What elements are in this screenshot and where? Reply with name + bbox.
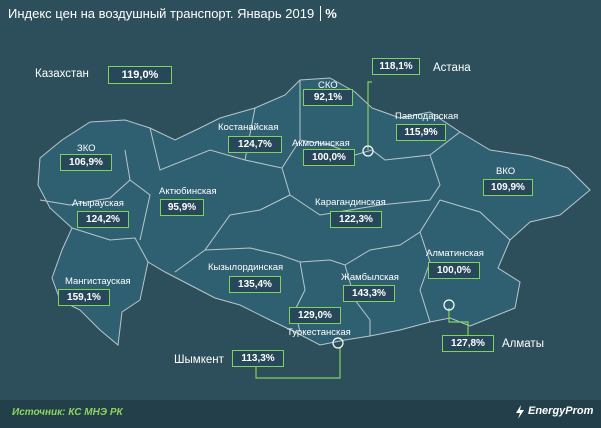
region-value-pavlodar: 115,9%: [396, 124, 446, 141]
city-value-almaty: 127,8%: [442, 335, 494, 352]
shymkent-marker: [332, 337, 344, 349]
region-name-vko: ВКО: [496, 166, 516, 177]
city-name-astana: Астана: [433, 62, 471, 74]
region-name-kyzylorda: Кызылординская: [208, 262, 284, 273]
region-name-karaganda: Карагандинская: [315, 197, 386, 208]
city-value-astana: 118,1%: [372, 58, 420, 75]
region-name-zhambyl: Жамбылская: [341, 272, 399, 283]
region-name-zko: ЗКО: [77, 143, 96, 154]
region-value-turkestan: 129,0%: [289, 307, 341, 324]
region-name-atyrau: Атырауская: [72, 198, 124, 209]
footer-bar: [0, 400, 601, 428]
region-value-vko: 109,9%: [483, 179, 533, 196]
city-name-shymkent: Шымкент: [174, 354, 224, 366]
region-name-aktobe: Актюбинская: [159, 186, 217, 197]
region-value-zko: 106,9%: [60, 154, 112, 171]
region-name-akmola: Акмолинская: [292, 138, 350, 149]
almaty-marker: [443, 299, 455, 311]
shymkent-connector: [255, 348, 341, 379]
region-name-sko: СКО: [318, 80, 338, 91]
region-name-mangistau: Мангистауская: [65, 276, 131, 287]
chart-title: Индекс цен на воздушный транспорт. Январ…: [8, 6, 337, 21]
energyprom-logo-icon: [516, 405, 524, 419]
astana-marker: [362, 145, 374, 157]
astana-connector: [367, 81, 372, 150]
region-name-kostanay: Костанайская: [218, 122, 279, 133]
kazakhstan-label: Казахстан: [35, 68, 89, 80]
region-value-atyrau: 124,2%: [77, 211, 129, 228]
region-value-akmola: 100,0%: [303, 149, 355, 166]
region-name-almaty-reg: Алматинская: [426, 248, 484, 259]
region-value-aktobe: 95,9%: [160, 199, 204, 216]
region-value-mangistau: 159,1%: [58, 289, 110, 306]
region-value-kyzylorda: 135,4%: [229, 276, 281, 293]
kazakhstan-value: 119,0%: [108, 66, 172, 84]
city-value-shymkent: 113,3%: [232, 350, 284, 367]
source-note: Источник: КС МНЭ РК: [12, 407, 123, 418]
region-name-turkestan: Туркестанская: [287, 327, 351, 338]
region-value-zhambyl: 143,3%: [343, 285, 395, 302]
city-name-almaty: Алматы: [502, 338, 544, 350]
region-name-pavlodar: Павлодарская: [395, 111, 459, 122]
unit-label: %: [320, 6, 337, 21]
almaty-connector: [448, 308, 469, 335]
region-value-almaty-reg: 100,0%: [428, 262, 480, 279]
brand-name: EnergyProm: [528, 405, 594, 417]
region-value-kostanay: 124,7%: [228, 136, 282, 153]
title-text: Индекс цен на воздушный транспорт. Январ…: [8, 6, 315, 21]
region-borders: [39, 80, 511, 336]
region-value-sko: 92,1%: [303, 89, 353, 106]
region-value-karaganda: 122,3%: [330, 211, 382, 228]
